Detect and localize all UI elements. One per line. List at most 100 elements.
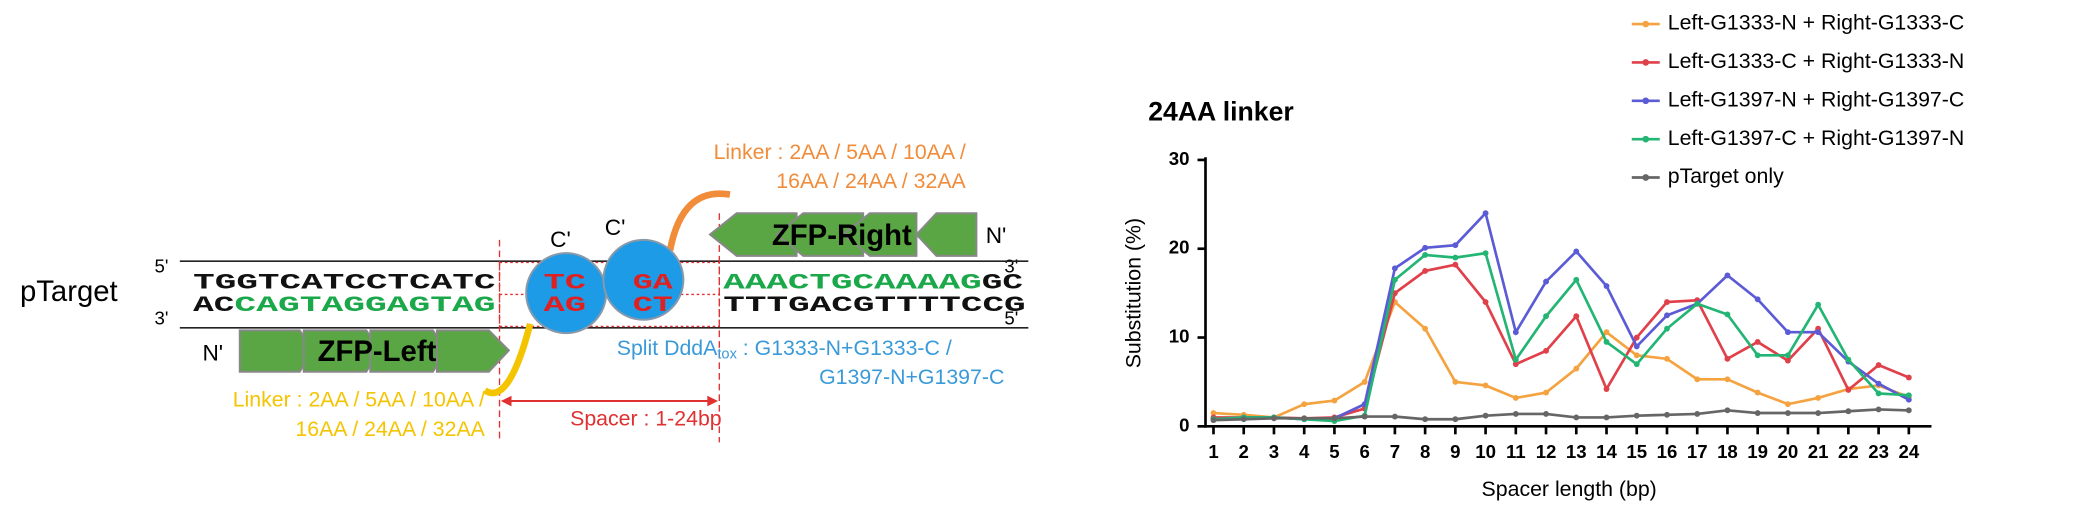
data-point bbox=[1815, 410, 1822, 416]
data-point bbox=[1573, 276, 1580, 283]
data-point bbox=[1664, 325, 1670, 332]
legend-swatch bbox=[1642, 20, 1650, 28]
data-point bbox=[1905, 396, 1912, 403]
data-point bbox=[1482, 382, 1489, 389]
data-point bbox=[1573, 365, 1580, 372]
data-point bbox=[1724, 272, 1731, 279]
x-tick-label: 10 bbox=[1475, 441, 1496, 462]
sequences: TGGTCATCCTCATC TC GA AAACTGCAAAAG GC AC CAGTAG… bbox=[193, 269, 1026, 318]
data-point bbox=[1603, 414, 1610, 421]
zfp-module bbox=[435, 329, 511, 373]
chart: 24AA linker Substitution (%) Spacer leng… bbox=[1122, 11, 1965, 501]
data-point bbox=[1815, 394, 1822, 401]
x-tick-label: 23 bbox=[1868, 441, 1889, 462]
zfp-label: ZFP-Left bbox=[318, 335, 437, 368]
linker-label: Linker : 2AA / 5AA / 10AA / bbox=[714, 140, 966, 164]
data-point bbox=[1815, 329, 1822, 336]
data-point bbox=[1724, 407, 1731, 414]
data-point bbox=[1422, 325, 1429, 332]
linker-label: Linker : 2AA / 5AA / 10AA / bbox=[233, 388, 485, 412]
zfp-label: ZFP-Right bbox=[772, 219, 912, 252]
split-sub: tox bbox=[717, 346, 737, 362]
data-point bbox=[1694, 410, 1701, 417]
data-point bbox=[1240, 416, 1247, 423]
x-tick-label: 11 bbox=[1506, 441, 1526, 462]
legend-swatch bbox=[1642, 59, 1650, 66]
x-tick-label: 2 bbox=[1239, 441, 1249, 462]
data-point bbox=[1543, 313, 1549, 320]
data-point bbox=[1633, 343, 1640, 350]
data-point bbox=[1845, 386, 1852, 393]
data-point bbox=[1845, 408, 1852, 415]
data-point bbox=[1512, 361, 1519, 368]
data-point bbox=[1543, 347, 1549, 354]
sequence: TC bbox=[543, 269, 586, 295]
data-point bbox=[1301, 415, 1308, 422]
data-point bbox=[1331, 397, 1338, 404]
data-point bbox=[1875, 390, 1882, 397]
legend-label: Left-G1397-N + Right-G1397-C bbox=[1668, 87, 1965, 111]
data-point bbox=[1301, 401, 1308, 408]
x-tick-label: 19 bbox=[1747, 441, 1768, 462]
data-point bbox=[1694, 300, 1701, 307]
data-point bbox=[1754, 352, 1761, 359]
data-point bbox=[1361, 413, 1368, 420]
data-point bbox=[1603, 339, 1610, 345]
data-point bbox=[1724, 355, 1731, 362]
data-point bbox=[1543, 389, 1549, 396]
data-point bbox=[1875, 380, 1882, 387]
legend-swatch bbox=[1642, 174, 1650, 181]
data-point bbox=[1573, 248, 1580, 255]
x-tick-label: 8 bbox=[1420, 441, 1430, 462]
x-axis-label: Spacer length (bp) bbox=[1482, 477, 1657, 501]
x-tick-label: 9 bbox=[1450, 441, 1460, 462]
x-tick-label: 18 bbox=[1717, 441, 1738, 462]
legend-label: Left-G1397-C + Right-G1397-N bbox=[1668, 126, 1965, 150]
x-tick-label: 4 bbox=[1299, 441, 1310, 462]
series-line bbox=[1213, 408, 1909, 422]
chart-title: 24AA linker bbox=[1148, 96, 1294, 126]
y-tick-label: 30 bbox=[1169, 148, 1190, 169]
data-point bbox=[1482, 412, 1489, 419]
data-point bbox=[1724, 311, 1731, 318]
strand-end: 5' bbox=[1004, 308, 1018, 329]
strand-end: 3' bbox=[155, 308, 169, 329]
data-point bbox=[1543, 410, 1549, 417]
linker-label: 16AA / 24AA / 32AA bbox=[295, 417, 485, 441]
data-point bbox=[1905, 392, 1912, 399]
data-point bbox=[1422, 252, 1429, 258]
data-point bbox=[1482, 210, 1489, 217]
x-tick-label: 13 bbox=[1566, 441, 1587, 462]
zfp-module bbox=[915, 212, 978, 257]
data-point bbox=[1452, 254, 1459, 261]
series-line bbox=[1213, 210, 1910, 421]
split-name: Split DddA bbox=[617, 336, 718, 360]
data-point bbox=[1664, 355, 1670, 362]
x-tick-label: 24 bbox=[1898, 441, 1919, 462]
data-point bbox=[1361, 379, 1368, 385]
data-point bbox=[1512, 410, 1519, 417]
data-point bbox=[1784, 401, 1791, 408]
x-tick-label: 5 bbox=[1329, 441, 1339, 462]
x-tick-label: 3 bbox=[1269, 441, 1279, 462]
linker-curve bbox=[666, 190, 731, 252]
x-tick-label: 16 bbox=[1657, 441, 1678, 462]
y-tick-label: 0 bbox=[1179, 414, 1189, 435]
data-point bbox=[1512, 329, 1519, 336]
sequence: CAGTAGGAGTAG bbox=[234, 292, 495, 318]
series-line bbox=[1213, 251, 1909, 423]
data-point bbox=[1754, 296, 1761, 303]
legend-label: Left-G1333-C + Right-G1333-N bbox=[1668, 49, 1965, 73]
x-tick-label: 12 bbox=[1536, 441, 1557, 462]
c-term: C' bbox=[605, 215, 626, 240]
data-point bbox=[1664, 312, 1670, 319]
legend-label: Left-G1333-N + Right-G1333-C bbox=[1668, 11, 1965, 35]
x-tick-label: 7 bbox=[1390, 441, 1400, 462]
y-tick-label: 20 bbox=[1169, 237, 1190, 258]
sequence: GA bbox=[633, 269, 674, 295]
data-point bbox=[1271, 415, 1277, 422]
y-tick-label: 10 bbox=[1169, 325, 1190, 346]
data-point bbox=[1905, 407, 1912, 414]
data-point bbox=[1452, 416, 1459, 423]
series-line bbox=[1213, 299, 1910, 419]
